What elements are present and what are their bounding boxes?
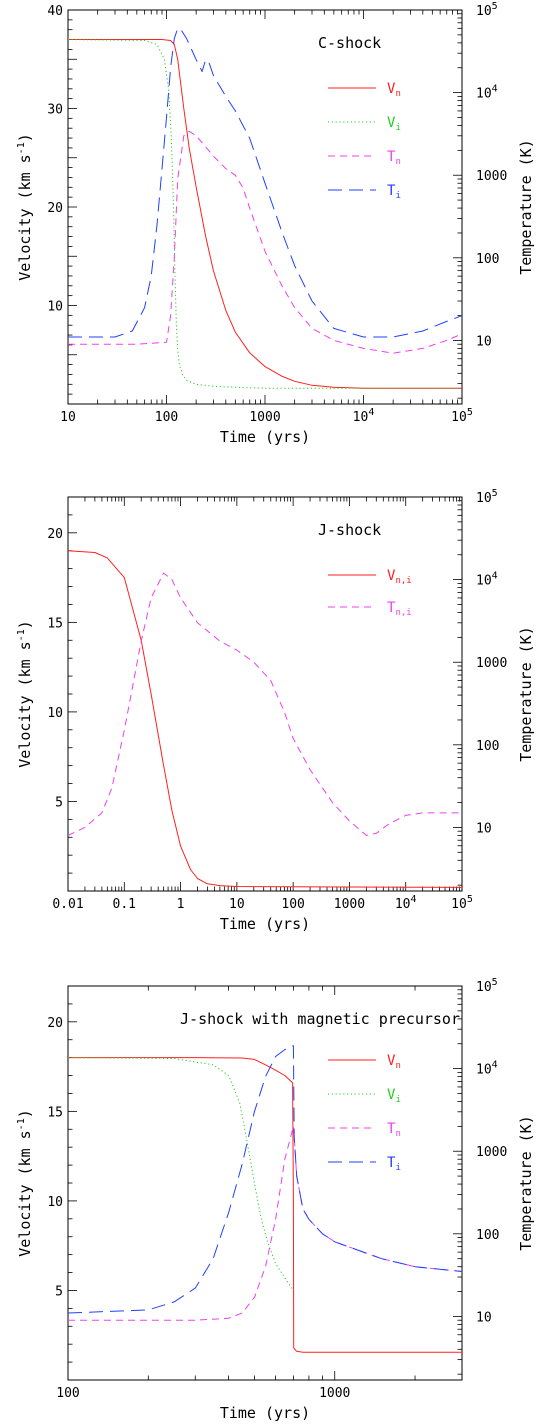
x-axis-ticks (67, 986, 463, 1380)
x-tick-label: 0.1 (113, 897, 136, 912)
y2-tick-label: 105 (476, 977, 498, 995)
y2-tick-label: 104 (476, 571, 498, 589)
y2-tick-label: 100 (476, 252, 499, 267)
series-line-Vn (68, 1057, 462, 1353)
x-axis-ticks (67, 10, 463, 404)
y2-tick-label: 100 (476, 1228, 499, 1243)
y2-tick-label: 100 (476, 739, 499, 754)
x-tick-label: 1000 (334, 897, 365, 912)
legend-label: Ti (387, 183, 401, 201)
x-axis-ticks (67, 497, 463, 891)
x-tick-label: 10 (60, 410, 76, 425)
legend-label: Vn (387, 1053, 401, 1071)
y-tick-label: 40 (47, 4, 63, 19)
y2-tick-label: 105 (476, 488, 498, 506)
y-tick-label: 15 (47, 1105, 63, 1120)
series-line-Tn-i (68, 572, 462, 836)
x-tick-label: 100 (155, 410, 178, 425)
y2-axis-ticks (453, 9, 462, 399)
chart-title: J-shock (318, 521, 381, 539)
legend-label: Vn (387, 81, 401, 99)
legend-label: Tn,i (387, 600, 412, 618)
x-axis-title: Time (yrs) (220, 915, 310, 933)
y2-tick-label: 104 (476, 1060, 498, 1078)
chart-panel-2: 0.01 0.1 1 10 100 1000 104 105 5 10 15 20 10 100 1000 1… (16, 488, 535, 933)
y2-tick-label: 10 (476, 334, 492, 349)
y2-tick-label: 1000 (476, 1145, 507, 1160)
series-group (68, 27, 462, 389)
y-tick-label: 15 (47, 616, 63, 631)
y-tick-label: 20 (47, 527, 63, 542)
y2-axis-ticks (453, 496, 462, 886)
y-tick-label: 10 (47, 1195, 63, 1210)
legend: J-shock Vn,i Tn,i (318, 521, 412, 618)
legend-label: Tn (387, 1121, 401, 1139)
x-tick-label: 104 (353, 407, 375, 425)
series-line-Vi (68, 1057, 294, 1291)
chart-title: J-shock with magnetic precursor (180, 1010, 460, 1028)
chart-panel-1: 10 100 1000 104 105 10 20 30 40 10 100 1000 104 105 Ti… (16, 1, 535, 446)
y2-tick-label: 10 (476, 1310, 492, 1325)
y2-axis-title: Temperature (K) (517, 1115, 535, 1250)
x-tick-label: 104 (395, 894, 417, 912)
y2-tick-label: 105 (476, 1, 498, 19)
plot-frame (67, 496, 463, 892)
x-tick-label: 10 (229, 897, 245, 912)
y-tick-label: 10 (47, 300, 63, 315)
series-line-Vi (68, 39, 462, 389)
y-tick-label: 30 (47, 103, 63, 118)
y2-tick-label: 1000 (476, 169, 507, 184)
x-tick-label: 1000 (319, 1386, 350, 1401)
series-line-Vn-i (68, 550, 462, 888)
x-tick-label: 100 (281, 897, 304, 912)
y-axis-title: Velocity (km s-1) (16, 620, 34, 768)
y2-tick-label: 104 (476, 84, 498, 102)
y-tick-label: 10 (47, 706, 63, 721)
x-tick-label: 105 (451, 894, 473, 912)
y2-axis-title: Temperature (K) (517, 139, 535, 274)
y2-tick-label: 10 (476, 821, 492, 836)
x-tick-label: 0.01 (52, 897, 83, 912)
chart-panel-3: 100 1000 5 10 15 20 10 100 1000 104 105 Time (yrs) V… (16, 977, 535, 1422)
y-tick-label: 5 (55, 795, 63, 810)
y2-tick-label: 1000 (476, 656, 507, 671)
y-axis-title: Velocity (km s-1) (16, 1109, 34, 1257)
legend: C-shock Vn Vi Tn Ti (318, 34, 401, 201)
x-tick-label: 105 (451, 407, 473, 425)
series-line-Ti (68, 27, 462, 338)
y-tick-label: 20 (47, 1016, 63, 1031)
x-tick-label: 100 (56, 1386, 79, 1401)
legend-label: Vi (387, 1087, 401, 1105)
y2-axis-ticks (453, 985, 462, 1375)
y2-axis-title: Temperature (K) (517, 626, 535, 761)
series-group (68, 1045, 462, 1353)
y-axis-ticks (68, 496, 77, 892)
series-line-Vn (68, 39, 462, 389)
series-line-Ti (68, 1045, 462, 1314)
x-axis-title: Time (yrs) (220, 1404, 310, 1422)
x-axis-title: Time (yrs) (220, 428, 310, 446)
legend-label: Tn (387, 149, 401, 167)
legend-label: Vi (387, 115, 401, 133)
series-group (68, 550, 462, 888)
plot-frame (67, 985, 463, 1381)
y-axis-ticks (68, 985, 77, 1381)
series-line-Tn (68, 1125, 462, 1321)
plot-frame (67, 9, 463, 405)
y-axis-ticks (68, 9, 77, 405)
legend-label: Vn,i (387, 568, 412, 586)
y-tick-label: 5 (55, 1284, 63, 1299)
series-line-Tn (68, 130, 462, 354)
y-tick-label: 20 (47, 201, 63, 216)
legend: J-shock with magnetic precursor Vn Vi Tn Ti (180, 1010, 460, 1173)
y-axis-title: Velocity (km s-1) (16, 133, 34, 281)
x-tick-label: 1 (177, 897, 185, 912)
chart-title: C-shock (318, 34, 381, 52)
legend-label: Ti (387, 1155, 401, 1173)
x-tick-label: 1000 (249, 410, 280, 425)
